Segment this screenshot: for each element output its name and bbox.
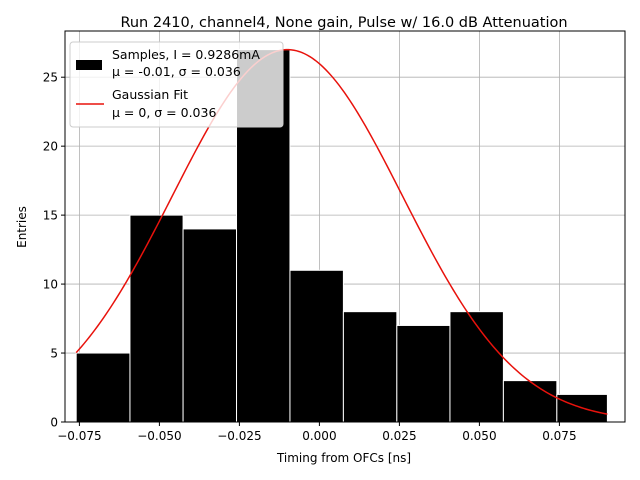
legend: Samples, I = 0.9286mA μ = -0.01, σ = 0.0… [69,41,284,128]
histogram-bar-1 [129,214,184,423]
x-axis-ticks: −0.075 −0.050 −0.025 0.000 0.025 0.050 0.075 [57,422,577,443]
x-tick-label-5: 0.050 [462,429,496,443]
histogram-bar-6 [396,324,451,423]
histogram-bar-8 [502,380,558,423]
legend-samples-swatch [76,60,102,70]
y-tick-label-2: 10 [43,278,58,292]
y-axis-label: Entries [15,206,29,248]
x-tick-label-3: 0.000 [302,429,336,443]
legend-box [69,41,284,128]
histogram-bar-4 [289,269,344,423]
histogram-bar-2 [182,228,238,423]
legend-fit-stats: μ = 0, σ = 0.036 [112,105,216,120]
y-tick-label-3: 15 [43,209,58,223]
y-tick-label-4: 20 [43,140,58,154]
x-tick-label-4: 0.025 [382,429,416,443]
histogram-bar-5 [342,311,398,423]
chart-title: Run 2410, channel4, None gain, Pulse w/ … [120,15,567,31]
legend-samples-label: Samples, I = 0.9286mA [112,47,260,62]
legend-fit-label: Gaussian Fit [112,87,188,102]
x-tick-label-0: −0.075 [57,429,101,443]
plot-frame [64,30,626,423]
histogram-bar-7 [449,311,504,423]
y-axis-ticks: 0 5 10 15 20 25 [43,71,65,430]
y-tick-label-5: 25 [43,71,58,85]
x-tick-label-1: −0.050 [137,429,181,443]
legend-samples-stats: μ = -0.01, σ = 0.036 [112,64,241,79]
gaussian-fit-curve [75,48,608,415]
y-tick-label-1: 5 [50,347,58,361]
gaussian-fit [75,48,608,415]
x-axis-label: Timing from OFCs [ns] [276,451,411,465]
histogram-bar-0 [75,352,131,423]
x-tick-label-6: 0.075 [542,429,576,443]
y-tick-label-0: 0 [50,416,58,430]
x-tick-label-2: −0.025 [217,429,261,443]
